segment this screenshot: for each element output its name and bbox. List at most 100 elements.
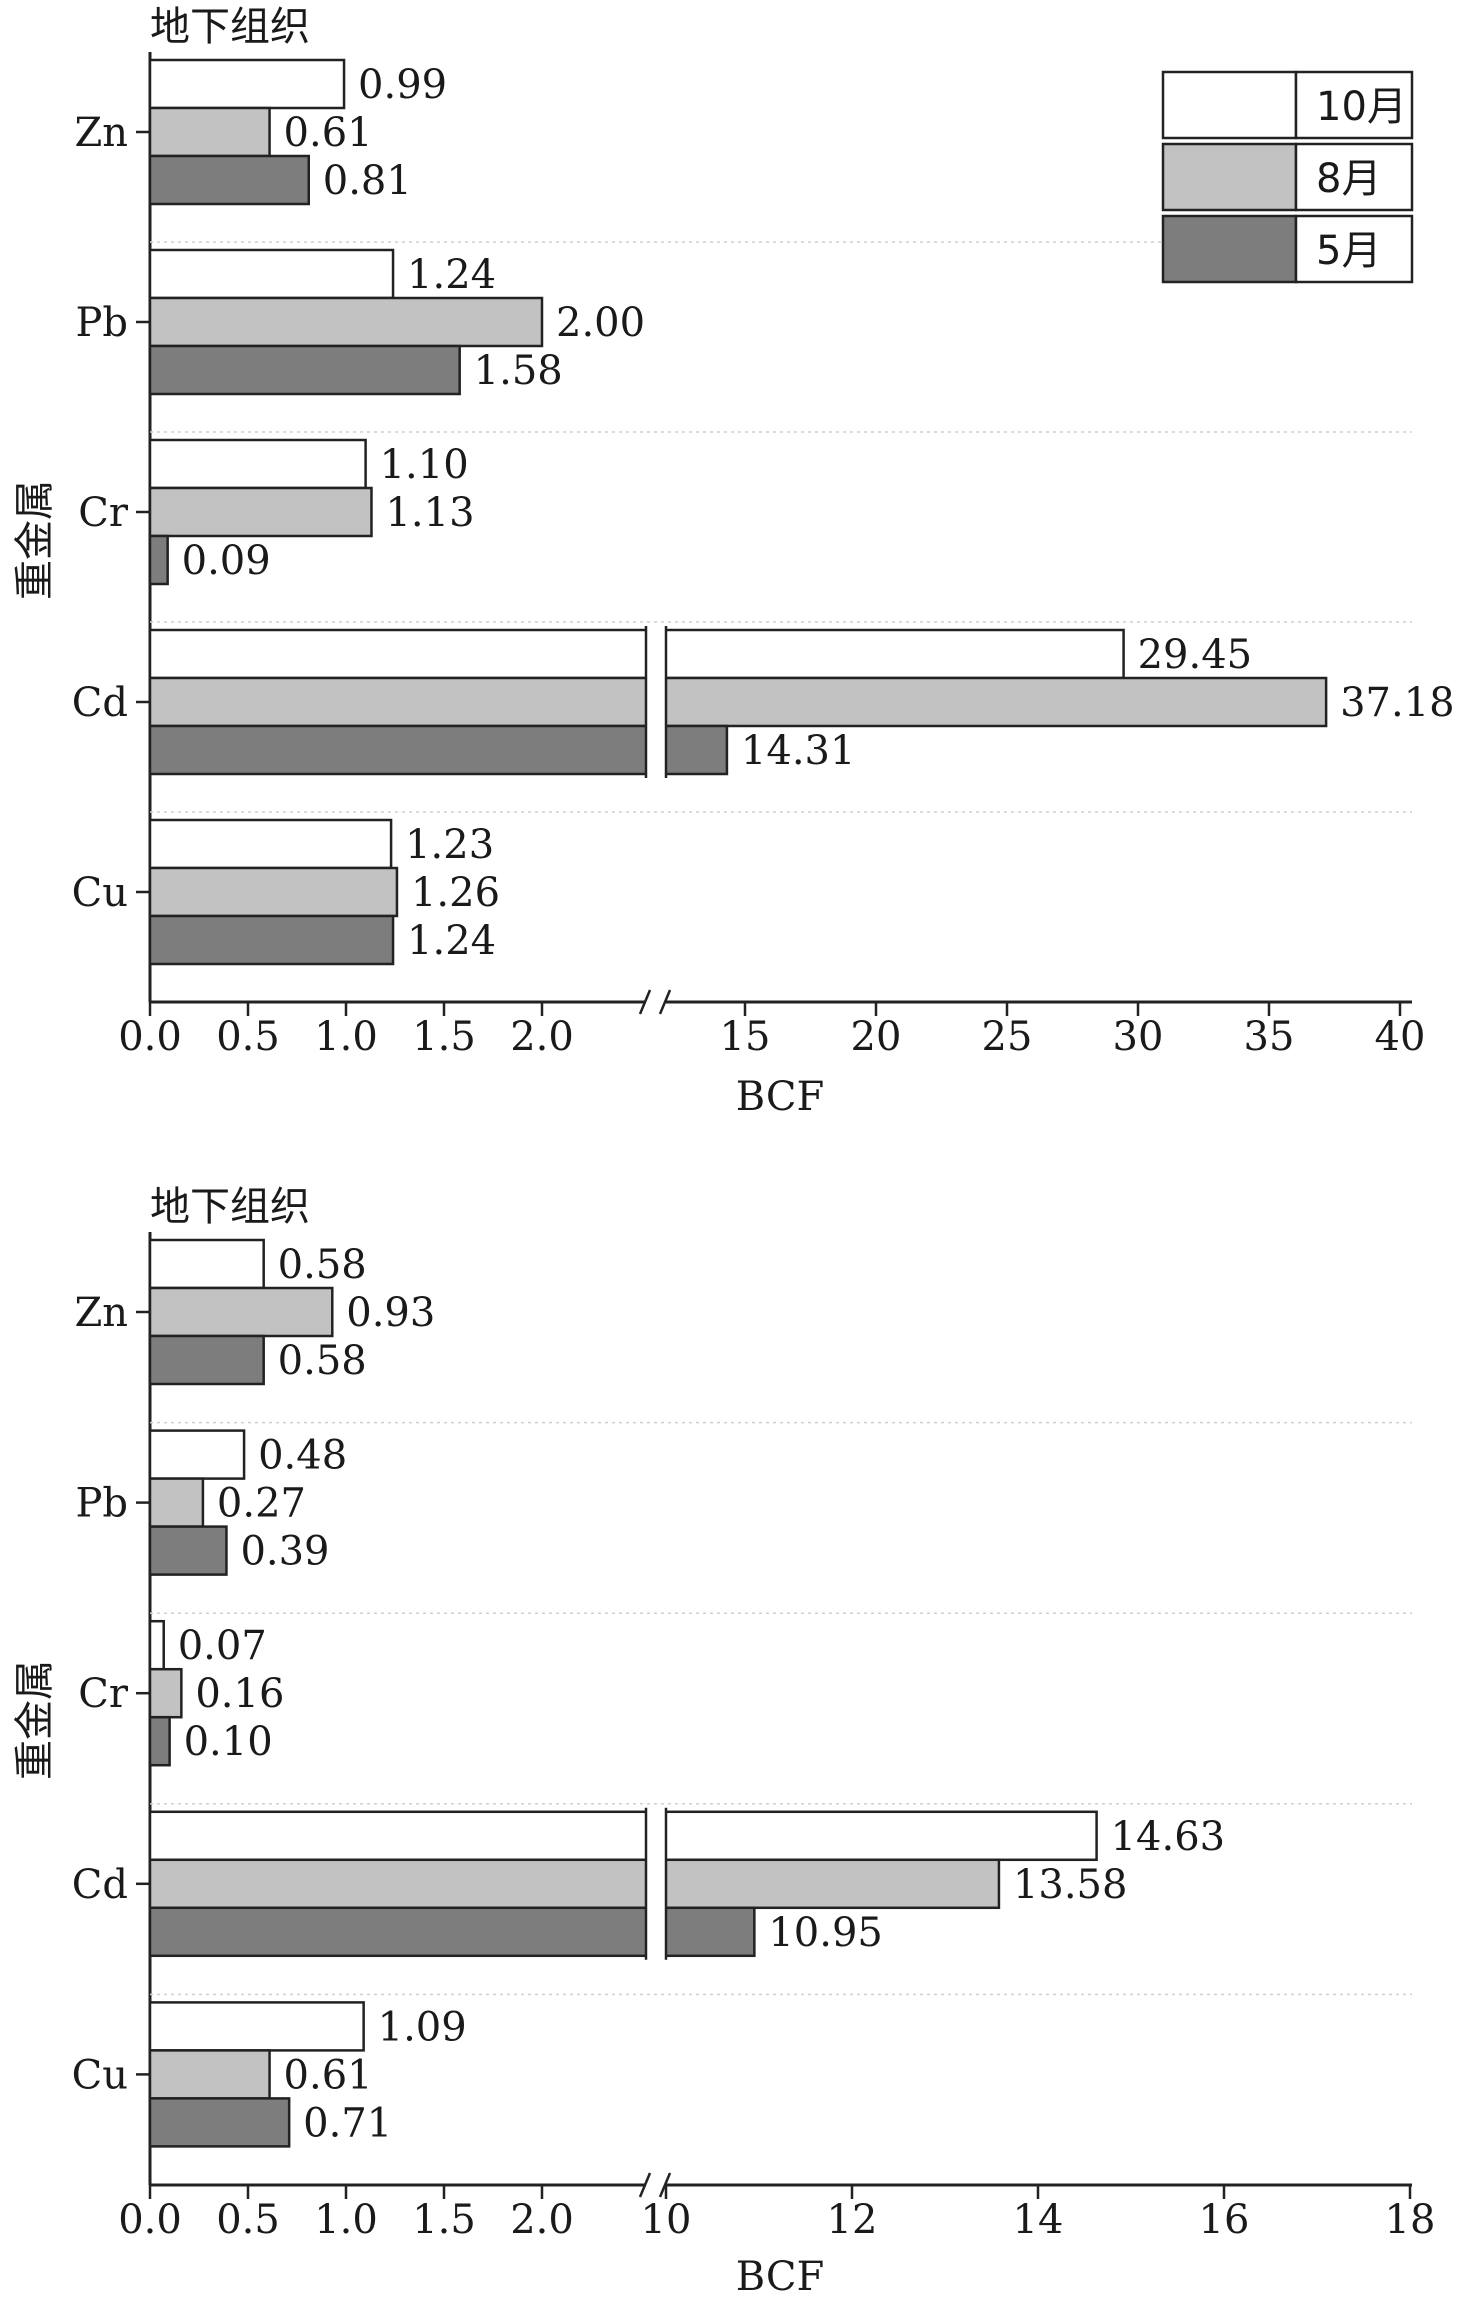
legend-swatch: [1161, 70, 1298, 140]
legend-label: 10月: [1316, 84, 1407, 130]
legend-label-box: [1294, 214, 1414, 284]
data-label: 1.09: [378, 2004, 467, 2050]
x-tick-label: 1.5: [412, 1014, 476, 1060]
data-label: 0.93: [346, 1290, 435, 1336]
bar-cu-series-0: [148, 818, 393, 870]
axis-break-mark: [638, 989, 652, 1015]
x-tick-label: 1.0: [314, 1014, 378, 1060]
x-tick-label: 15: [720, 1014, 771, 1060]
bar-zn-series-0: [148, 1238, 265, 1290]
bar-cr-series-1: [148, 486, 373, 538]
bar-cr-series-1: [148, 1667, 183, 1719]
data-label: 0.48: [258, 1433, 347, 1479]
data-label: 0.27: [217, 1481, 306, 1527]
bar-cu-series-2: [148, 2097, 291, 2148]
bar-pb-series-0: [148, 1429, 246, 1480]
x-tick-label: 20: [851, 1014, 902, 1060]
x-tick-label: 1.5: [412, 2197, 476, 2243]
bar-cu-series-1: [148, 866, 399, 918]
x-tick-label: 40: [1375, 1014, 1426, 1060]
bar-pb-series-0: [148, 248, 395, 300]
x-tick-label: 16: [1199, 2197, 1250, 2243]
data-label: 0.58: [278, 1242, 367, 1288]
data-label: 13.58: [1013, 1862, 1128, 1908]
data-label: 1.24: [407, 252, 496, 298]
bar-cr-series-0: [148, 438, 367, 490]
data-label: 0.07: [178, 1623, 267, 1669]
legend-label: 5月: [1316, 228, 1381, 274]
x-tick-label: 10: [641, 2197, 692, 2243]
x-tick-label: 0.0: [118, 1014, 182, 1060]
legend-label-box: [1294, 70, 1414, 140]
legend-label-box: [1294, 142, 1414, 212]
chart-title: 地下组织: [150, 1184, 310, 1230]
data-label: 29.45: [1138, 632, 1253, 678]
legend-swatch: [1161, 142, 1298, 212]
legend-label: 8月: [1316, 156, 1381, 202]
data-label: 0.39: [240, 1529, 329, 1575]
data-label: 14.63: [1111, 1814, 1226, 1860]
data-label: 0.58: [278, 1338, 367, 1384]
bar-break-gap: [646, 626, 666, 778]
data-label: 0.71: [303, 2100, 392, 2146]
x-tick-label: 30: [1113, 1014, 1164, 1060]
x-tick-label: 1.0: [314, 2197, 378, 2243]
bar-zn-series-1: [148, 1286, 334, 1338]
bar-zn-series-1: [148, 106, 271, 158]
bar-pb-series-2: [148, 1525, 228, 1576]
data-label: 0.99: [358, 62, 447, 108]
x-axis-label: BCF: [736, 1074, 825, 1120]
x-tick-label: 2.0: [510, 1014, 574, 1060]
category-label: Pb: [75, 300, 128, 346]
category-label: Cd: [72, 1862, 128, 1908]
bar-pb-series-2: [148, 344, 461, 396]
x-tick-label: 0.0: [118, 2197, 182, 2243]
legend-swatch: [1161, 214, 1298, 284]
bar-cd-series-0: [148, 1810, 1098, 1862]
x-tick-label: 2.0: [510, 2197, 574, 2243]
chart-title: 地下组织: [150, 4, 310, 50]
x-tick-label: 0.5: [216, 1014, 280, 1060]
data-label: 0.61: [284, 110, 373, 156]
data-label: 1.23: [405, 822, 494, 868]
data-label: 1.24: [407, 918, 496, 964]
data-label: 1.58: [474, 348, 563, 394]
data-label: 0.10: [184, 1719, 273, 1765]
bar-cr-series-2: [148, 534, 169, 586]
category-label: Cu: [72, 2052, 128, 2098]
x-tick-label: 35: [1244, 1014, 1295, 1060]
category-label: Zn: [74, 110, 128, 156]
data-label: 0.09: [182, 538, 271, 584]
x-tick-label: 18: [1385, 2197, 1436, 2243]
bar-cr-series-0: [148, 1619, 165, 1671]
x-tick-label: 14: [1013, 2197, 1064, 2243]
y-axis-label: 重金属: [12, 1660, 58, 1780]
bar-pb-series-1: [148, 1477, 205, 1528]
bar-pb-series-1: [148, 296, 544, 348]
y-axis-label: 重金属: [12, 480, 58, 600]
bar-cd-series-2: [148, 724, 729, 776]
data-label: 14.31: [741, 728, 856, 774]
data-label: 0.61: [284, 2052, 373, 2098]
data-label: 10.95: [768, 1910, 883, 1956]
x-tick-label: 25: [982, 1014, 1033, 1060]
bar-zn-series-2: [148, 1334, 265, 1386]
bar-cu-series-1: [148, 2049, 271, 2100]
bar-cr-series-2: [148, 1715, 171, 1767]
x-tick-label: 0.5: [216, 2197, 280, 2243]
bar-cd-series-1: [148, 676, 1328, 728]
bar-cd-series-1: [148, 1858, 1001, 1910]
data-label: 37.18: [1340, 680, 1455, 726]
category-label: Cd: [72, 680, 128, 726]
bar-zn-series-0: [148, 58, 346, 110]
bar-cu-series-0: [148, 2001, 365, 2052]
axis-break-mark: [658, 989, 672, 1015]
data-label: 1.26: [411, 870, 500, 916]
data-label: 1.10: [380, 442, 469, 488]
category-label: Zn: [74, 1290, 128, 1336]
x-axis-label: BCF: [736, 2254, 825, 2300]
bar-break-gap: [646, 1807, 666, 1960]
data-label: 0.81: [323, 158, 412, 204]
category-label: Cr: [78, 1671, 129, 1717]
